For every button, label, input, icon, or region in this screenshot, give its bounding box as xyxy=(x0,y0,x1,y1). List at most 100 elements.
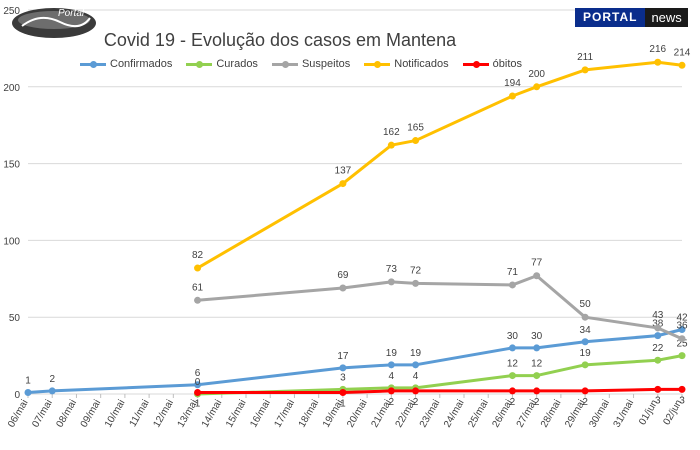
data-label: 194 xyxy=(504,78,521,89)
data-point xyxy=(678,385,686,393)
data-label: 2 xyxy=(389,397,395,408)
data-label: 77 xyxy=(531,258,543,269)
x-tick-label: 09/mai xyxy=(79,398,104,429)
data-point xyxy=(412,387,420,395)
data-point xyxy=(508,281,516,289)
data-point xyxy=(533,272,541,280)
legend-swatch xyxy=(271,60,298,68)
data-label: 1 xyxy=(195,398,201,409)
data-point xyxy=(387,141,395,149)
legend-item: Notificados xyxy=(364,58,449,70)
data-label: 214 xyxy=(674,47,691,58)
data-point xyxy=(678,335,686,343)
data-label: 0 xyxy=(195,377,201,388)
data-point xyxy=(678,352,686,360)
data-point xyxy=(339,364,347,372)
x-tick-label: 08/mai xyxy=(55,398,80,429)
logo-text: Portal xyxy=(58,8,85,19)
data-point xyxy=(533,83,541,91)
data-point xyxy=(339,180,347,188)
data-point xyxy=(387,387,395,395)
x-tick-label: 31/mai xyxy=(612,398,637,429)
data-label: 61 xyxy=(192,282,204,293)
data-point xyxy=(581,387,589,395)
legend-item: óbitos xyxy=(462,58,522,70)
data-point xyxy=(339,284,347,292)
data-point xyxy=(412,279,420,287)
data-point xyxy=(387,361,395,369)
chart-title: Covid 19 - Evolução dos casos em Mantena xyxy=(103,30,457,50)
x-tick-label: 18/mai xyxy=(297,398,322,429)
data-label: 72 xyxy=(410,265,422,276)
data-point xyxy=(678,61,686,69)
x-tick-label: 20/mai xyxy=(345,398,370,429)
legend-swatch xyxy=(186,60,213,68)
data-label: 34 xyxy=(580,325,592,336)
data-label: 2 xyxy=(49,374,55,385)
data-label: 69 xyxy=(337,270,349,281)
data-label: 1 xyxy=(25,375,31,386)
x-tick-label: 15/mai xyxy=(224,398,249,429)
y-tick-label: 0 xyxy=(14,390,20,401)
data-label: 43 xyxy=(652,310,664,321)
data-point xyxy=(654,324,662,332)
data-label: 2 xyxy=(510,397,516,408)
data-label: 19 xyxy=(386,348,398,359)
legend-swatch xyxy=(80,60,106,68)
data-point xyxy=(412,361,420,369)
legend-label: Notificados xyxy=(394,58,449,70)
series-line-notificados xyxy=(196,60,683,270)
x-tick-label: 30/mai xyxy=(587,398,612,429)
data-point xyxy=(48,387,56,395)
y-tick-label: 250 xyxy=(3,6,20,17)
portal-news-badge: PORTAL news xyxy=(575,8,688,27)
data-point xyxy=(508,387,516,395)
data-label: 216 xyxy=(649,44,666,55)
legend-label: Curados xyxy=(216,58,258,70)
legend-label: Suspeitos xyxy=(301,58,351,70)
legend-swatch xyxy=(462,60,489,68)
data-label: 3 xyxy=(679,395,685,406)
legend-item: Confirmados xyxy=(80,58,172,70)
data-point xyxy=(654,332,662,340)
x-tick-label: 16/mai xyxy=(248,398,273,429)
data-point xyxy=(194,264,202,272)
data-point xyxy=(654,58,662,66)
chart-legend: Confirmados Curados Suspeitos Notificados ób… xyxy=(80,58,522,70)
data-point xyxy=(387,278,395,286)
data-label: 73 xyxy=(386,264,398,275)
data-label: 12 xyxy=(507,359,519,370)
data-label: 30 xyxy=(531,331,543,342)
data-point xyxy=(678,325,686,333)
data-label: 2 xyxy=(534,397,540,408)
data-point xyxy=(581,338,589,346)
data-label: 4 xyxy=(389,371,395,382)
data-point xyxy=(194,296,202,304)
x-tick-label: 14/mai xyxy=(200,398,225,429)
data-label: 165 xyxy=(407,123,424,134)
data-point xyxy=(581,66,589,74)
data-point xyxy=(533,344,541,352)
x-tick-label: 07/mai xyxy=(30,398,55,429)
data-label: 17 xyxy=(337,351,349,362)
data-point xyxy=(533,387,541,395)
data-point xyxy=(508,92,516,100)
series-line-suspeitos xyxy=(197,274,683,341)
data-point xyxy=(508,372,516,380)
data-label: 38 xyxy=(652,319,664,330)
x-tick-label: 12/mai xyxy=(151,398,176,429)
data-point xyxy=(24,388,32,396)
data-label: 30 xyxy=(507,331,519,342)
x-tick-label: 24/mai xyxy=(442,398,467,429)
data-point xyxy=(194,388,202,396)
y-tick-label: 150 xyxy=(3,160,20,171)
data-point xyxy=(654,356,662,364)
legend-label: Confirmados xyxy=(110,58,173,70)
data-point xyxy=(339,388,347,396)
x-tick-label: 25/mai xyxy=(466,398,491,429)
x-tick-label: 06/mai xyxy=(6,398,31,429)
x-tick-label: 11/mai xyxy=(128,398,152,429)
data-label: 12 xyxy=(531,359,543,370)
data-label: 19 xyxy=(580,348,592,359)
